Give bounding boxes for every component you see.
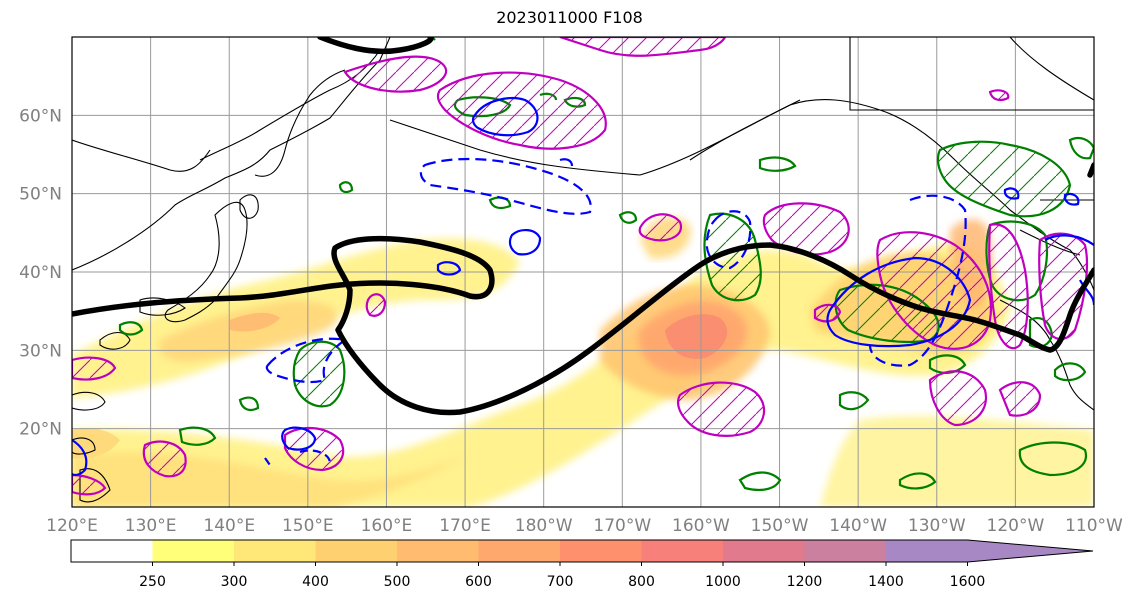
latitude-label: 50°N	[19, 185, 62, 205]
latitude-label: 60°N	[19, 106, 62, 126]
colorbar-tick-label: 800	[628, 574, 655, 590]
colorbar-tick-label: 1000	[705, 574, 741, 590]
blue-contours	[72, 97, 1094, 477]
longitude-label: 120°W	[987, 516, 1045, 536]
colorbar-segment	[723, 540, 805, 562]
longitude-label: 160°E	[361, 516, 413, 536]
colorbar-tick-label: 700	[547, 574, 574, 590]
colorbar-segment	[71, 540, 153, 562]
colorbar-tick-label: 1400	[868, 574, 904, 590]
longitude-label: 160°W	[672, 516, 730, 536]
map-frame	[71, 36, 1095, 508]
longitude-label: 150°W	[751, 516, 809, 536]
colorbar-tick-label: 1200	[787, 574, 823, 590]
colorbar-segment	[152, 540, 235, 562]
colorbar-tick-labels: 250 300 400 500 600 700 800 1000 1200 1400 1600	[139, 562, 985, 590]
coastlines	[72, 37, 1094, 503]
jet-axis-contour	[72, 37, 1094, 416]
colorbar-segment	[560, 540, 642, 562]
colorbar-extend-arrow	[886, 540, 1093, 562]
longitude-label: 140°E	[203, 516, 255, 536]
colorbar-tick-label: 250	[139, 574, 166, 590]
colorbar-segment	[234, 540, 316, 562]
longitude-label: 130°E	[125, 516, 177, 536]
colorbar-outline	[70, 539, 1094, 563]
longitude-label: 140°W	[829, 516, 887, 536]
longitude-label: 150°E	[282, 516, 334, 536]
colorbar-segment	[478, 540, 561, 562]
colorbar	[70, 539, 1094, 563]
latitude-label: 20°N	[19, 420, 62, 440]
colorbar-tick-label: 500	[384, 574, 411, 590]
longitude-label: 110°W	[1065, 516, 1123, 536]
colorbar-tick-label: 400	[302, 574, 329, 590]
longitude-label: 170°W	[593, 516, 651, 536]
colorbar-tick-label: 300	[221, 574, 248, 590]
longitude-label: 130°W	[908, 516, 966, 536]
map-plot-area	[72, 37, 1094, 507]
colorbar-segment	[804, 540, 887, 562]
longitude-label: 120°E	[46, 516, 98, 536]
colorbar-segment	[641, 540, 724, 562]
colorbar-segment	[315, 540, 398, 562]
longitude-label: 170°E	[439, 516, 491, 536]
map-title: 2023011000 F108	[496, 8, 643, 27]
longitude-label: 180°W	[515, 516, 573, 536]
colorbar-tick-label: 600	[465, 574, 492, 590]
longitude-labels: 120°E 130°E 140°E 150°E 160°E 170°E 180°W 170°W…	[46, 516, 1123, 536]
colorbar-segment	[397, 540, 479, 562]
latitude-label: 30°N	[19, 341, 62, 361]
latitude-label: 40°N	[19, 263, 62, 283]
latitude-labels: 60°N 50°N 40°N 30°N 20°N	[19, 106, 62, 439]
colorbar-tick-label: 1600	[950, 574, 986, 590]
